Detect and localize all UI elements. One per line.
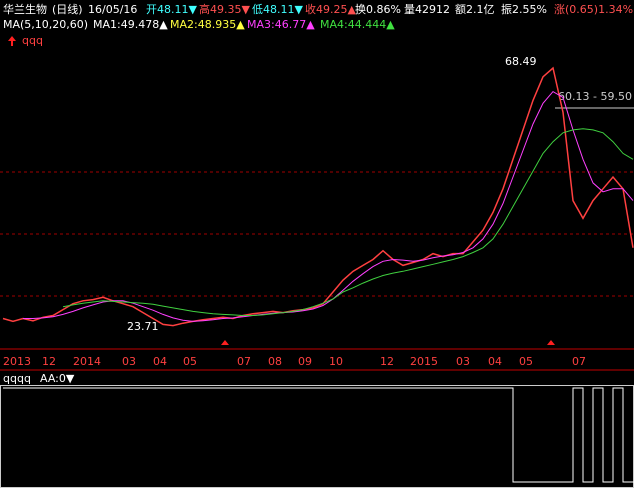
header-amount: 额2.1亿 [455, 3, 495, 16]
ma-ma3: MA3:46.77▲ [247, 18, 315, 31]
arrow-icon [8, 36, 16, 46]
x-tick-label: 2015 [410, 355, 438, 368]
annotation: 23.71 [127, 320, 159, 333]
formula-label: qqq [22, 34, 43, 47]
ma-ma1: MA1:49.478▲ [93, 18, 168, 31]
x-tick-label: 05 [519, 355, 533, 368]
header-close: 收49.25▲ [305, 2, 356, 16]
ma-ma2: MA2:48.935▲ [170, 18, 245, 31]
x-tick-label: 12 [42, 355, 56, 368]
x-tick-label: 04 [153, 355, 167, 368]
indicator-line [3, 387, 634, 483]
annotation: 68.49 [505, 55, 537, 68]
header-high: 高49.35▼ [199, 2, 250, 16]
ma-params: MA(5,10,20,60) [3, 18, 88, 31]
indicator-value: AA:0▼ [40, 372, 75, 385]
x-tick-label: 07 [572, 355, 586, 368]
indicator-title: qqqq [3, 372, 31, 385]
plot [2, 66, 634, 483]
price-line [2, 66, 634, 327]
header-open: 开48.11▼ [146, 3, 197, 16]
x-tick-label: 05 [183, 355, 197, 368]
header-turnover: 换0.86% [355, 2, 401, 16]
header-amplitude: 振2.55% [501, 2, 547, 16]
x-tick-label: 08 [268, 355, 282, 368]
header-low: 低48.11▼ [252, 3, 303, 16]
x-tick-label: 10 [329, 355, 343, 368]
x-tick-label: 04 [488, 355, 502, 368]
x-tick-label: 03 [456, 355, 470, 368]
x-tick-label: 12 [380, 355, 394, 368]
price-line [62, 128, 634, 316]
x-tick-label: 07 [237, 355, 251, 368]
annotation: 60.13 - 59.50 [558, 90, 632, 103]
ma-ma4: MA4:44.444▲ [320, 18, 395, 31]
x-tick-label: 2014 [73, 355, 101, 368]
header-period: (日线) [52, 2, 83, 16]
x-tick-label: 2013 [3, 355, 31, 368]
header-change: 涨(0.65)1.34% [554, 3, 633, 16]
labels: 华兰生物 (日线) 16/05/16 开48.11▼ 高49.35▼ 低48.11▼ 收49… [3, 2, 633, 385]
price-line [23, 90, 634, 322]
x-tick-label: 03 [122, 355, 136, 368]
header-name: 华兰生物 [3, 2, 47, 16]
header-volume: 量42912 [404, 3, 450, 16]
grid [0, 171, 634, 297]
header-date: 16/05/16 [88, 3, 137, 16]
x-tick-label: 09 [298, 355, 312, 368]
